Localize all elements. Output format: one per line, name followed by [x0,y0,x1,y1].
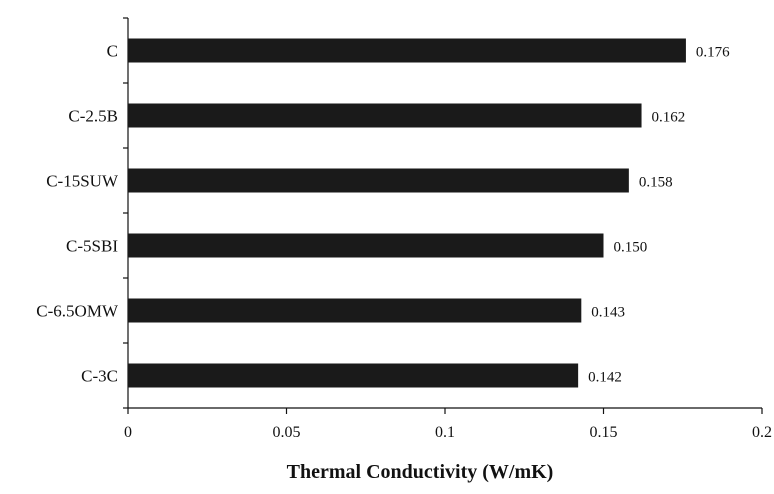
x-ticks [127,408,763,414]
x-axis-title: Thermal Conductivity (W/mK) [287,461,554,483]
value-label: 0.158 [639,175,673,191]
x-tick-label: 0.15 [590,424,618,441]
category-label: C-6.5OMW [36,302,119,321]
value-label: 0.176 [696,45,730,61]
bar-c-5sbi [128,233,604,258]
category-label: C-2.5B [68,107,118,126]
category-label: C-3C [81,367,118,386]
category-label: C [107,42,118,61]
bar-c [128,38,686,63]
x-tick-label: 0.1 [435,424,455,441]
value-label: 0.143 [591,305,625,321]
category-label: C-15SUW [46,172,119,191]
bars [128,38,686,388]
bar-c-15suw [128,168,629,193]
bar-c-2-5b [128,103,642,128]
x-tick-label: 0.2 [752,424,772,441]
value-label: 0.162 [652,110,686,126]
value-label: 0.142 [588,370,622,386]
x-tick-labels: 0 0.05 0.1 0.15 0.2 [124,424,772,441]
bar-c-3c [128,363,579,388]
category-label: C-5SBI [66,237,118,256]
x-tick-label: 0 [124,424,132,441]
y-ticks [123,17,128,409]
x-tick-label: 0.05 [273,424,301,441]
value-labels: 0.176 0.162 0.158 0.150 0.143 0.142 [588,45,730,386]
value-label: 0.150 [614,240,648,256]
axes [127,18,762,409]
bar-c-6-5omw [128,298,582,323]
category-labels: C C-2.5B C-15SUW C-5SBI C-6.5OMW C-3C [36,42,119,386]
